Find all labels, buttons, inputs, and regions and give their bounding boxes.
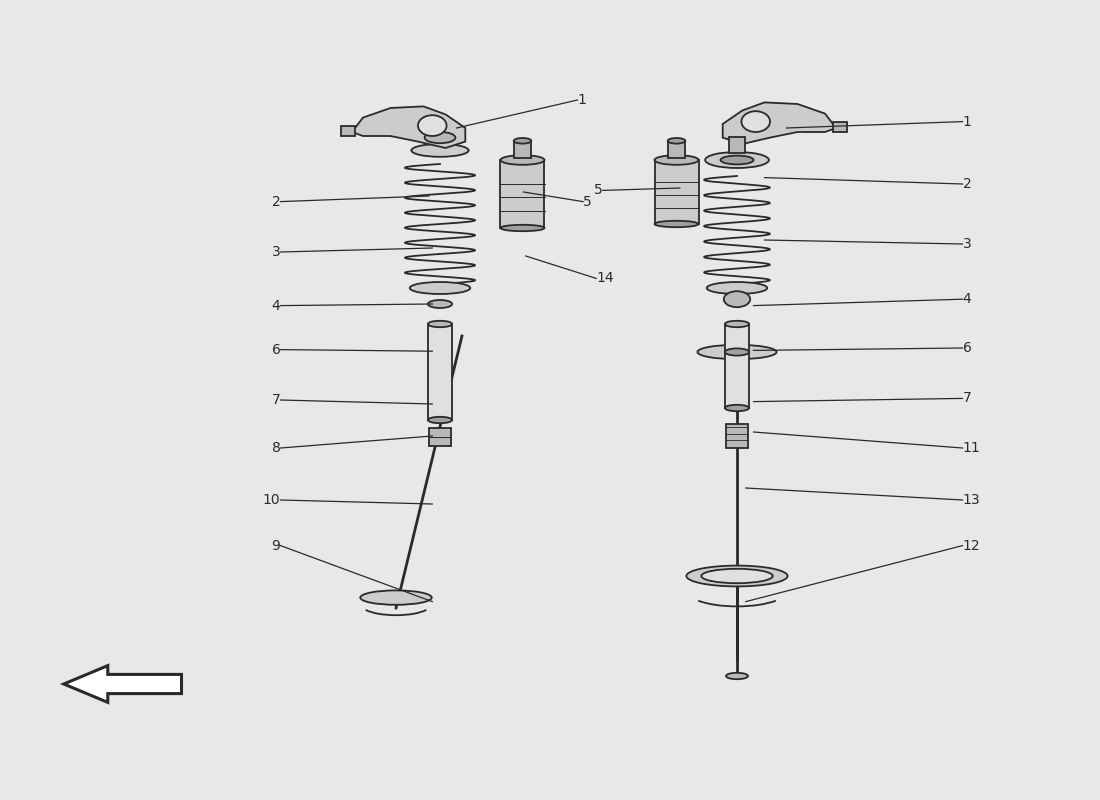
Polygon shape (352, 106, 465, 148)
Ellipse shape (500, 225, 544, 231)
Text: 11: 11 (962, 441, 980, 455)
Text: 9: 9 (272, 538, 280, 553)
Text: 10: 10 (263, 493, 280, 507)
Ellipse shape (697, 345, 777, 359)
Text: 3: 3 (272, 245, 280, 259)
Ellipse shape (361, 590, 431, 605)
FancyBboxPatch shape (729, 137, 745, 153)
Text: 3: 3 (962, 237, 971, 251)
Text: 4: 4 (272, 298, 280, 313)
Text: 13: 13 (962, 493, 980, 507)
Ellipse shape (686, 566, 788, 586)
Ellipse shape (428, 321, 452, 327)
FancyBboxPatch shape (428, 324, 452, 420)
Circle shape (741, 111, 770, 132)
Ellipse shape (725, 321, 749, 327)
Ellipse shape (654, 221, 698, 227)
Ellipse shape (428, 300, 452, 308)
Text: 6: 6 (962, 341, 971, 355)
Ellipse shape (705, 152, 769, 168)
Text: 5: 5 (594, 183, 603, 198)
Text: 7: 7 (962, 391, 971, 406)
Text: 5: 5 (583, 194, 592, 209)
Ellipse shape (668, 138, 685, 143)
Text: 6: 6 (272, 342, 280, 357)
Text: 1: 1 (578, 93, 586, 107)
Text: 8: 8 (272, 441, 280, 455)
Text: 4: 4 (962, 292, 971, 306)
Ellipse shape (725, 348, 749, 355)
Text: 12: 12 (962, 538, 980, 553)
Ellipse shape (411, 144, 469, 157)
Ellipse shape (725, 405, 749, 411)
Ellipse shape (409, 282, 471, 294)
Ellipse shape (726, 673, 748, 679)
Ellipse shape (724, 291, 750, 307)
Circle shape (418, 115, 447, 136)
FancyBboxPatch shape (668, 141, 685, 158)
Ellipse shape (425, 132, 455, 143)
Text: 7: 7 (272, 393, 280, 407)
Polygon shape (64, 666, 182, 702)
Ellipse shape (720, 155, 754, 164)
Ellipse shape (654, 155, 698, 165)
FancyBboxPatch shape (725, 324, 749, 408)
Text: 1: 1 (962, 114, 971, 129)
Polygon shape (723, 102, 836, 144)
FancyBboxPatch shape (514, 141, 531, 158)
FancyBboxPatch shape (500, 160, 544, 228)
Ellipse shape (514, 138, 531, 143)
FancyBboxPatch shape (726, 424, 748, 448)
FancyBboxPatch shape (833, 122, 847, 132)
FancyBboxPatch shape (429, 428, 451, 446)
Text: 2: 2 (272, 194, 280, 209)
FancyBboxPatch shape (341, 126, 355, 136)
Ellipse shape (500, 155, 544, 165)
Ellipse shape (706, 282, 768, 294)
Ellipse shape (702, 569, 772, 583)
FancyBboxPatch shape (654, 160, 698, 224)
Text: 14: 14 (596, 271, 614, 286)
Ellipse shape (428, 417, 452, 423)
Text: 2: 2 (962, 177, 971, 191)
